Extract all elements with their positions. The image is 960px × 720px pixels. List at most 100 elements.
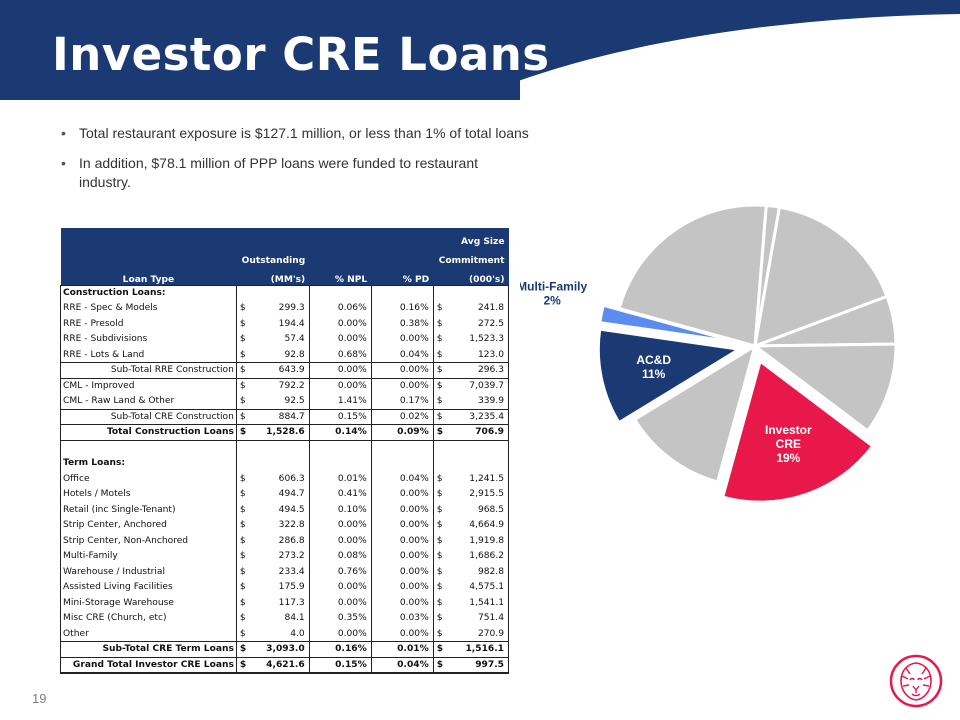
total-row: Total Construction Loans $1,528.6 0.14% 0.0… <box>60 424 510 441</box>
avg-size-value: 997.5 <box>447 657 510 674</box>
pie-label: 11% <box>642 367 666 381</box>
currency-symbol: $ <box>436 551 443 562</box>
npl-value: 0.41% <box>309 486 372 502</box>
table-row: Retail (inc Single-Tenant) $494.5 0.10% 0.0… <box>60 502 510 518</box>
table-cell <box>309 284 372 301</box>
pd-value: 0.03% <box>371 610 434 626</box>
npl-value: 0.16% <box>309 641 372 658</box>
header-banner <box>0 0 960 100</box>
pd-value: 0.04% <box>371 657 434 674</box>
avg-size-value: 3,235.4 <box>447 408 510 425</box>
pd-value: 0.38% <box>371 316 434 332</box>
npl-value: 0.00% <box>309 595 372 611</box>
row-label: Sub-Total CRE Term Loans <box>60 641 237 658</box>
table-row: Warehouse / Industrial $233.4 0.76% 0.00% $9… <box>60 564 510 580</box>
table-cell <box>309 440 372 456</box>
npl-value: 0.00% <box>309 378 372 394</box>
outstanding-value: 286.8 <box>250 533 310 549</box>
header-pd: % PD <box>371 266 434 285</box>
npl-value: 0.08% <box>309 548 372 564</box>
currency-symbol: $ <box>436 396 443 406</box>
table-cell <box>250 440 310 456</box>
avg-size-value: 272.5 <box>447 316 510 332</box>
row-label: Office <box>60 471 237 487</box>
pd-value: 0.16% <box>371 300 434 316</box>
currency-symbol: $ <box>236 641 251 658</box>
avg-size-value: 123.0 <box>447 347 510 363</box>
table-row: Multi-Family $273.2 0.08% 0.00% $1,686.2 <box>60 548 510 564</box>
currency-symbol: $ <box>239 504 246 515</box>
table-row: RRE - Lots & Land $92.8 0.68% 0.04% $123.0 <box>60 347 510 363</box>
currency-symbol: $ <box>436 628 443 639</box>
outstanding-value: 92.5 <box>250 393 310 409</box>
row-label: Warehouse / Industrial <box>60 564 237 580</box>
pie-label: 19% <box>776 451 800 465</box>
row-label: Retail (inc Single-Tenant) <box>60 502 237 518</box>
table-cell <box>371 455 434 471</box>
pie-label: Investor <box>765 423 812 437</box>
outstanding-value: 494.7 <box>250 486 310 502</box>
grand-total-row: Grand Total Investor CRE Loans $4,621.6 0.… <box>60 657 510 674</box>
table-cell <box>236 284 251 301</box>
currency-symbol: $ <box>239 566 246 577</box>
table-cell <box>60 440 237 456</box>
header-cell <box>371 228 434 247</box>
avg-size-value: 1,919.8 <box>447 533 510 549</box>
pie-slice-other-1 <box>632 342 758 484</box>
header-cell <box>60 228 237 247</box>
header-outstanding-1: Outstanding <box>236 247 310 266</box>
row-label: CML - Improved <box>60 378 237 394</box>
table-row: Misc CRE (Church, etc) $84.1 0.35% 0.03% $75… <box>60 610 510 626</box>
subtotal-row: Sub-Total CRE Construction $884.7 0.15% 0.0… <box>60 408 510 425</box>
spacer-row <box>60 440 510 456</box>
pd-value: 0.02% <box>371 408 434 425</box>
pd-value: 0.17% <box>371 393 434 409</box>
avg-size-value: 1,686.2 <box>447 548 510 564</box>
pie-slice-other-8 <box>750 342 898 433</box>
header-cell <box>309 247 372 266</box>
row-label: Assisted Living Facilities <box>60 579 237 595</box>
currency-symbol: $ <box>239 582 246 593</box>
table-cell <box>433 456 447 472</box>
currency-symbol: $ <box>436 520 443 531</box>
currency-symbol: $ <box>236 657 251 674</box>
avg-size-value: 1,541.1 <box>447 595 510 611</box>
npl-value: 0.00% <box>309 626 372 642</box>
header-avg-1: Avg Size <box>433 228 509 247</box>
pd-value: 0.04% <box>371 347 434 363</box>
outstanding-value: 606.3 <box>250 471 310 487</box>
header-cell <box>60 247 237 266</box>
npl-value: 0.00% <box>309 533 372 549</box>
table-body: Construction Loans: RRE - Spec & Models $2… <box>60 284 510 674</box>
table-row: RRE - Subdivisions $57.4 0.00% 0.00% $1,523.… <box>60 331 510 347</box>
page-title: Investor CRE Loans <box>52 28 550 81</box>
table-cell <box>309 455 372 471</box>
table-row: Assisted Living Facilities $175.9 0.00% 0.0… <box>60 579 510 595</box>
page-number: 19 <box>32 691 47 706</box>
pd-value: 0.00% <box>371 579 434 595</box>
outstanding-value: 57.4 <box>250 331 310 347</box>
row-label: RRE - Subdivisions <box>60 331 237 347</box>
avg-size-value: 982.8 <box>447 564 510 580</box>
pd-value: 0.00% <box>371 595 434 611</box>
avg-size-value: 1,516.1 <box>447 641 510 658</box>
row-label: Strip Center, Anchored <box>60 517 237 533</box>
table-row: Office $606.3 0.01% 0.04% $1,241.5 <box>60 471 510 487</box>
currency-symbol: $ <box>239 628 246 639</box>
currency-symbol: $ <box>239 473 246 484</box>
outstanding-value: 792.2 <box>250 378 310 394</box>
currency-symbol: $ <box>436 334 443 345</box>
outstanding-value: 1,528.6 <box>250 424 310 441</box>
pie-slice-ac-d <box>596 327 744 425</box>
pd-value: 0.00% <box>371 548 434 564</box>
pd-value: 0.00% <box>371 564 434 580</box>
npl-value: 0.00% <box>309 362 372 379</box>
currency-symbol: $ <box>236 362 251 379</box>
header-avg-3: (000's) <box>433 266 509 285</box>
construction-heading: Construction Loans: <box>60 284 510 301</box>
currency-symbol: $ <box>433 641 448 658</box>
npl-value: 0.00% <box>309 517 372 533</box>
pd-value: 0.00% <box>371 378 434 394</box>
row-label: RRE - Spec & Models <box>60 300 237 316</box>
table-row: Other $4.0 0.00% 0.00% $270.9 <box>60 626 510 642</box>
